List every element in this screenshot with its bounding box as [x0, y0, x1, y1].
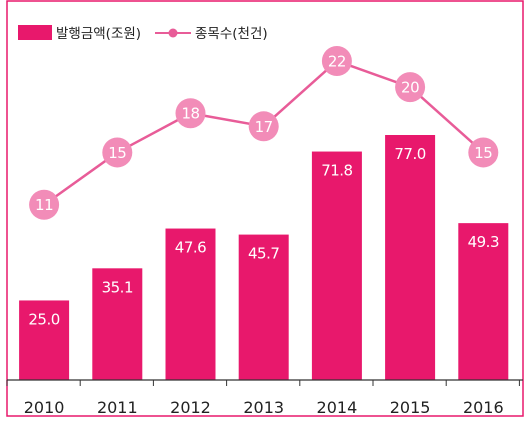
legend-bar-label: 발행금액(조원) — [56, 26, 141, 42]
line-marker-2014 — [321, 45, 352, 76]
bar-value-label: 35.1 — [102, 278, 133, 296]
x-tick-label: 2013 — [243, 398, 284, 417]
x-tick-label: 2010 — [24, 398, 65, 417]
bar-2014 — [311, 151, 362, 380]
bar-2013 — [238, 234, 289, 380]
bar-value-label: 77.0 — [394, 145, 425, 163]
legend-line-marker — [168, 28, 178, 38]
line-marker-2010 — [29, 189, 60, 220]
x-tick-label: 2014 — [317, 398, 358, 417]
bar-value-label: 49.3 — [468, 233, 499, 251]
line-value-label: 11 — [35, 196, 53, 214]
line-marker-2015 — [395, 72, 426, 103]
line-value-label: 20 — [401, 79, 419, 97]
line-marker-2016 — [468, 137, 499, 168]
line-value-label: 22 — [328, 52, 346, 70]
line-series: 11 15 18 17 22 20 15 — [29, 45, 499, 220]
x-axis: 2010 2011 2012 2013 2014 2015 2016 — [6, 379, 523, 417]
line-value-label: 17 — [255, 118, 273, 136]
chart-border — [6, 0, 524, 417]
legend-line-label: 종목수(천건) — [195, 26, 268, 42]
bar-value-label: 71.8 — [321, 162, 352, 180]
legend-bar-swatch — [18, 25, 52, 40]
legend: 발행금액(조원) 종목수(천건) — [18, 25, 268, 42]
line-marker-2013 — [248, 111, 279, 142]
bar-2016 — [458, 223, 509, 380]
bar-2010 — [19, 300, 70, 380]
bar-2012 — [165, 228, 216, 380]
bar-2015 — [385, 135, 436, 380]
x-tick-label: 2012 — [170, 398, 211, 417]
chart-frame — [6, 0, 524, 417]
line-marker-2012 — [175, 98, 206, 129]
bar-value-label: 45.7 — [248, 245, 279, 263]
x-tick-label: 2011 — [97, 398, 138, 417]
x-tick-label: 2016 — [463, 398, 504, 417]
bar-value-label: 25.0 — [28, 310, 59, 328]
line-value-label: 15 — [474, 144, 492, 162]
line-marker-2011 — [102, 137, 133, 168]
bar-2011 — [92, 268, 143, 380]
bar-value-label: 47.6 — [175, 239, 206, 257]
bar-series: 25.0 35.1 47.6 45.7 71.8 77.0 49.3 — [19, 135, 509, 380]
x-tick-label: 2015 — [390, 398, 431, 417]
line-value-label: 15 — [108, 144, 126, 162]
line-value-label: 18 — [181, 105, 199, 123]
